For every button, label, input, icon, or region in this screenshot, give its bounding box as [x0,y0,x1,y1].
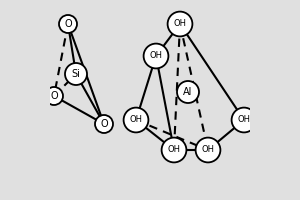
Circle shape [177,81,199,103]
Text: O: O [50,91,58,101]
Text: O: O [64,19,72,29]
Text: OH: OH [149,51,163,60]
Circle shape [232,108,256,132]
Circle shape [124,108,148,132]
Text: OH: OH [238,116,250,124]
Text: Si: Si [72,69,80,79]
Text: OH: OH [167,146,181,154]
Circle shape [95,115,113,133]
Circle shape [59,15,77,33]
Text: Al: Al [183,87,193,97]
Circle shape [168,12,192,36]
Circle shape [196,138,220,162]
Circle shape [162,138,186,162]
Text: OH: OH [202,146,214,154]
Text: O: O [100,119,108,129]
Text: OH: OH [173,20,187,28]
Circle shape [144,44,168,68]
Text: OH: OH [130,116,142,124]
Circle shape [65,63,87,85]
Circle shape [45,87,63,105]
